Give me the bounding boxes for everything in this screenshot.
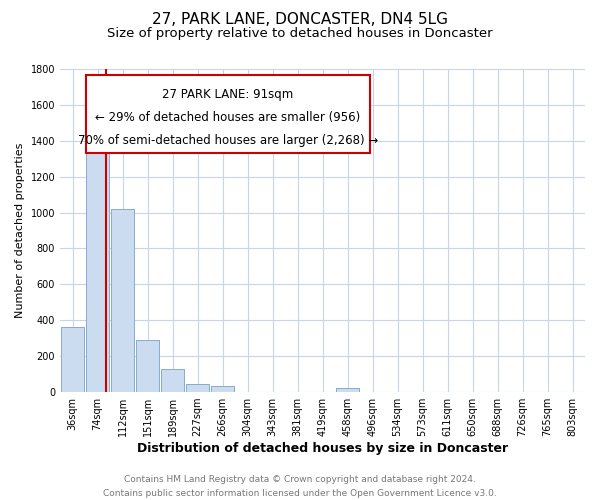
- Bar: [186, 384, 209, 392]
- Bar: [336, 388, 359, 392]
- Text: 27, PARK LANE, DONCASTER, DN4 5LG: 27, PARK LANE, DONCASTER, DN4 5LG: [152, 12, 448, 28]
- Text: ← 29% of detached houses are smaller (956): ← 29% of detached houses are smaller (95…: [95, 111, 361, 124]
- Bar: [136, 340, 159, 392]
- FancyBboxPatch shape: [86, 76, 370, 153]
- Text: 27 PARK LANE: 91sqm: 27 PARK LANE: 91sqm: [163, 88, 293, 102]
- X-axis label: Distribution of detached houses by size in Doncaster: Distribution of detached houses by size …: [137, 442, 508, 455]
- Bar: [161, 368, 184, 392]
- Bar: [61, 328, 84, 392]
- Bar: [111, 209, 134, 392]
- Text: Size of property relative to detached houses in Doncaster: Size of property relative to detached ho…: [107, 28, 493, 40]
- Y-axis label: Number of detached properties: Number of detached properties: [15, 143, 25, 318]
- Text: Contains HM Land Registry data © Crown copyright and database right 2024.
Contai: Contains HM Land Registry data © Crown c…: [103, 476, 497, 498]
- Bar: [86, 148, 109, 392]
- Text: 70% of semi-detached houses are larger (2,268) →: 70% of semi-detached houses are larger (…: [78, 134, 378, 146]
- Bar: [211, 386, 234, 392]
